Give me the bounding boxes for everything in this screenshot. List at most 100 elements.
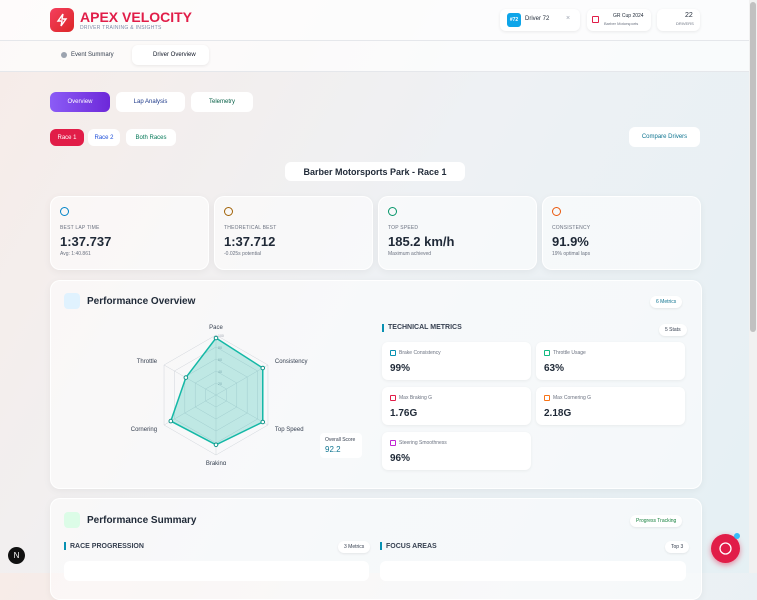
radar-spoke: [215, 394, 269, 426]
radar-point: [183, 375, 189, 380]
tab[interactable]: Driver Overview: [153, 52, 196, 58]
tab-bar: [0, 41, 749, 72]
close[interactable]: ×: [566, 15, 571, 22]
nav-button[interactable]: Telemetry: [191, 92, 253, 112]
driver-count-label: DRIVERS: [676, 21, 694, 26]
radar-tick-label: 20: [218, 382, 222, 386]
radar-axis-label: Consistency: [275, 359, 308, 365]
radar-axis-label: Pace: [209, 325, 223, 331]
compare-button[interactable]: Compare Drivers: [629, 127, 700, 147]
stat-card: [214, 196, 373, 270]
stat-label: TOP SPEED: [388, 225, 419, 231]
radar-axis-label: Braking: [206, 461, 226, 465]
stat-value: 91.9%: [552, 234, 589, 249]
race-button[interactable]: Race 1: [50, 129, 84, 146]
stat-label: BEST LAP TIME: [60, 225, 100, 231]
race-button[interactable]: Both Races: [126, 129, 176, 146]
radar-axis-label: Cornering: [131, 427, 157, 433]
section-title: Performance Overview: [87, 296, 196, 307]
metric-label: Max Braking G: [399, 395, 433, 401]
badge: Progress Tracking: [630, 515, 683, 527]
location: Barber Motorsports Park - Race 1: [285, 162, 465, 181]
row: [64, 561, 369, 581]
drivers-pill: [657, 9, 700, 31]
metric-value: 96%: [390, 453, 411, 464]
venue: Barber Motorsports: [604, 21, 639, 26]
stat-icon: [224, 207, 233, 216]
radar-point: [213, 442, 219, 448]
badge: Top 3: [665, 541, 690, 553]
subsection: FOCUS AREAS: [386, 543, 437, 550]
radar-point: [260, 419, 266, 425]
performance-summary-card: [50, 498, 702, 600]
metric-label: Brake Consistency: [399, 350, 441, 356]
metric-icon: [544, 395, 550, 401]
technical-title: TECHNICAL METRICS: [388, 324, 462, 331]
metric-value: 2.18G: [544, 408, 572, 419]
section-title: Performance Summary: [87, 515, 197, 526]
overall-score: 92.2: [325, 445, 341, 454]
accent: [64, 542, 66, 550]
stat-sub: 19% optimal laps: [552, 251, 591, 257]
subsection: RACE PROGRESSION: [70, 543, 144, 550]
race-button[interactable]: Race 2: [88, 129, 120, 146]
tab-active[interactable]: [132, 45, 209, 65]
tab[interactable]: Event Summary: [71, 52, 114, 58]
radar-point: [213, 335, 219, 341]
radar-tick-label: 80: [218, 346, 222, 350]
radar-chart: 20 40 60 80 100 Pace Consistency Top Speed Braki…: [131, 325, 308, 465]
nav-button[interactable]: Overview: [50, 92, 110, 112]
metric-label: Max Cornering G: [553, 395, 592, 401]
metric-icon: [390, 395, 396, 401]
badge: 6 Metrics: [650, 296, 683, 308]
metric-card: [382, 387, 531, 425]
metric-icon: [390, 440, 396, 446]
metric-label: Throttle Usage: [553, 350, 586, 356]
section-icon: [64, 293, 80, 309]
driver-count: 22: [685, 12, 693, 19]
metric-icon: [390, 350, 396, 356]
calendar-icon: [592, 16, 599, 23]
accent: [382, 324, 384, 332]
chat-dot: [734, 533, 740, 539]
dev-indicator[interactable]: N: [8, 547, 25, 564]
scrollbar: [749, 0, 757, 573]
stat-sub: Maximum achieved: [388, 251, 432, 257]
stat-icon: [388, 207, 397, 216]
driver-name: Driver 72: [525, 16, 550, 22]
metric-card: [382, 342, 531, 380]
stat-card: [50, 196, 209, 270]
stat-value: 185.2 km/h: [388, 234, 455, 249]
badge: 3 Metrics: [338, 541, 371, 553]
metric-card: [536, 387, 685, 425]
row: [380, 561, 686, 581]
stat-card: [542, 196, 701, 270]
radar-axis-label: Top Speed: [275, 427, 304, 433]
radar-tick-label: 100: [218, 334, 224, 338]
metric-icon: [544, 350, 550, 356]
logo[interactable]: [50, 8, 74, 32]
stat-card: [378, 196, 537, 270]
radar-tick-label: 40: [218, 370, 222, 374]
radar-axis-label: Throttle: [137, 359, 158, 365]
overall-box: [320, 433, 362, 458]
overall-label: Overall Score: [325, 437, 356, 443]
metric-value: 63%: [544, 363, 565, 374]
stat-value: 1:37.712: [224, 234, 276, 249]
metric-value: 1.76G: [390, 408, 418, 419]
radar-spoke: [215, 364, 269, 396]
stat-label: THEORETICAL BEST: [224, 225, 277, 231]
badge: 5 Stats: [659, 324, 687, 336]
stat-value: 1:37.737: [60, 234, 112, 249]
event-pill: [587, 9, 651, 31]
radar-point: [168, 418, 174, 424]
tagline: DRIVER TRAINING & INSIGHTS: [80, 25, 162, 31]
accent: [380, 542, 382, 550]
brand: APEX VELOCITY: [80, 9, 193, 25]
metric-label: Steering Smoothness: [399, 440, 447, 446]
nav-button[interactable]: Lap Analysis: [116, 92, 185, 112]
radar-tick-label: 60: [218, 358, 222, 362]
stat-sub: -0.025s potential: [224, 251, 261, 257]
performance-overview-card: [50, 280, 702, 489]
